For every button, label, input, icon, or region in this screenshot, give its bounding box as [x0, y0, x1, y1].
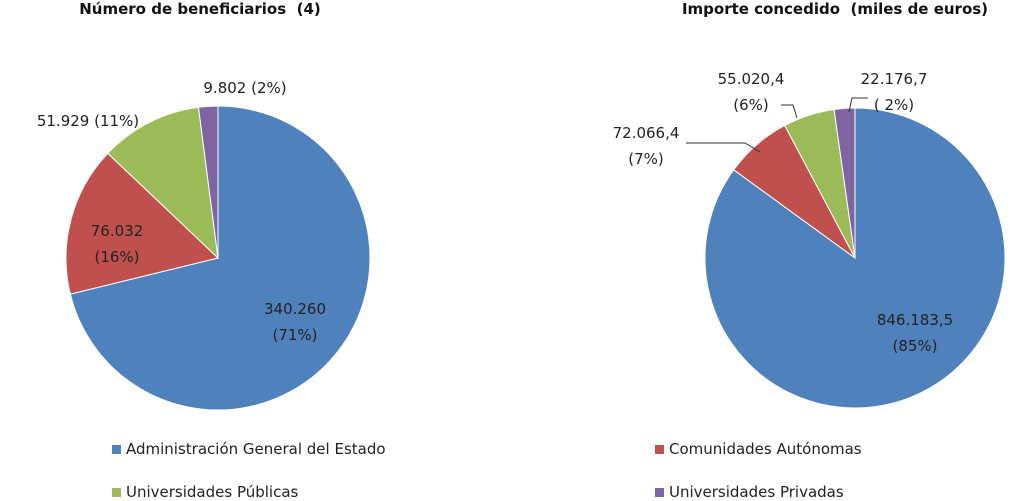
- pie-slice: [197, 105, 219, 259]
- legend-label: Comunidades Autónomas: [669, 440, 862, 458]
- data-label: 76.032 (16%): [90, 222, 144, 266]
- data-label: 72.066,4 (7%): [612, 124, 680, 168]
- data-label: 9.802 (2%): [203, 79, 287, 97]
- data-label: 51.929 (11%): [36, 112, 140, 130]
- legend-label: Universidades Públicas: [126, 483, 299, 501]
- leader-line: [781, 104, 798, 119]
- chart-title: Número de beneficiarios (4): [79, 0, 321, 18]
- legend-label: Administración General del Estado: [126, 440, 386, 458]
- legend-swatch: [655, 444, 664, 454]
- legend-label: Universidades Privadas: [669, 483, 844, 501]
- legend-swatch: [655, 487, 664, 497]
- data-label: 55.020,4 (6%): [717, 70, 785, 114]
- legend-item: Universidades Privadas: [655, 483, 844, 501]
- pie-slice: [107, 106, 219, 260]
- chart-title: Importe concedido (miles de euros): [681, 0, 989, 18]
- legend-item: Administración General del Estado: [112, 440, 386, 458]
- data-label: 340.260 (71%): [263, 300, 327, 344]
- legend-swatch: [112, 444, 121, 454]
- pie-slice: [65, 152, 220, 295]
- legend-swatch: [112, 487, 121, 497]
- legend-item: Comunidades Autónomas: [655, 440, 862, 458]
- data-label: 846.183,5 (85%): [876, 311, 954, 355]
- leader-line: [686, 142, 761, 153]
- pie-slice: [69, 105, 371, 411]
- pie-slice: [833, 107, 856, 259]
- leader-line: [848, 97, 868, 113]
- data-label: 22.176,7 ( 2%): [860, 70, 928, 114]
- legend-item: Universidades Públicas: [112, 483, 298, 501]
